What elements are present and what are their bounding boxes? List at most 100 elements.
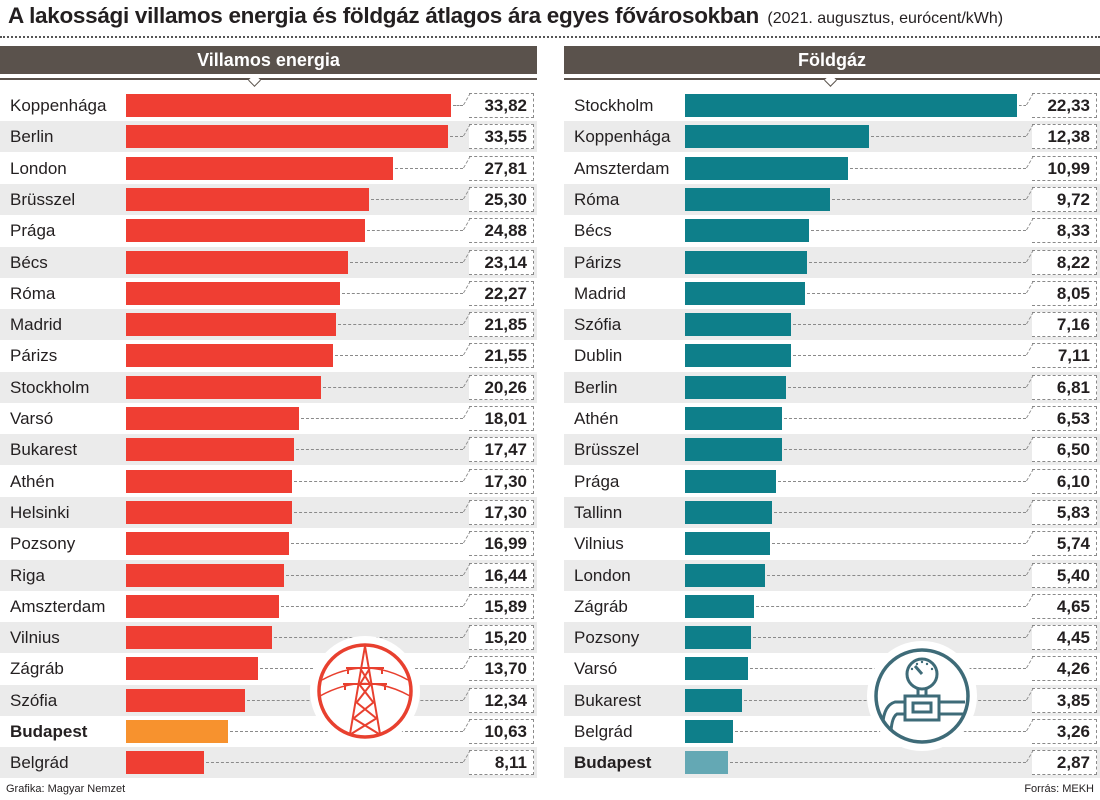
value-box: 8,22 — [1032, 249, 1097, 275]
leader-line — [285, 574, 463, 576]
leader-line — [871, 136, 1026, 138]
city-label: Szófia — [10, 690, 58, 710]
leader-line — [753, 637, 1026, 639]
gas-row: Bécs 8,33 — [564, 215, 1100, 246]
city-label: Stockholm — [574, 96, 654, 115]
city-label: Vilnius — [10, 628, 60, 648]
leader-line — [301, 418, 463, 419]
value-label: 17,30 — [484, 502, 527, 522]
electricity-row: Bécs 23,14 — [0, 246, 537, 278]
bar — [685, 563, 766, 587]
bar — [126, 187, 370, 211]
value-box: 8,11 — [469, 750, 534, 776]
city-label: Riga — [10, 565, 45, 585]
panel-notch-icon — [248, 74, 261, 87]
city-label: Madrid — [10, 315, 62, 335]
value-box: 33,55 — [469, 124, 534, 150]
value-box: 17,30 — [469, 499, 534, 525]
value-label: 17,30 — [484, 471, 527, 491]
gas-row: Athén 6,53 — [564, 403, 1100, 434]
city-label: Stockholm — [10, 377, 90, 397]
leader-line — [767, 574, 1026, 576]
leader-line — [322, 386, 463, 388]
value-box: 5,74 — [1032, 531, 1097, 557]
bar — [126, 469, 293, 493]
bar — [685, 532, 771, 556]
value-box: 15,89 — [469, 593, 534, 619]
value-label: 8,33 — [1056, 221, 1090, 241]
value-box: 33,82 — [469, 93, 534, 118]
value-label: 13,70 — [484, 659, 527, 679]
value-label: 22,33 — [1047, 96, 1090, 115]
city-label: Párizs — [10, 346, 58, 366]
gas-row: Zágráb 4,65 — [564, 591, 1100, 622]
value-label: 17,47 — [484, 440, 527, 460]
city-label: London — [574, 565, 631, 585]
gas-row: Belgrád 3,26 — [564, 716, 1100, 747]
bar — [685, 438, 782, 462]
value-label: 24,88 — [484, 221, 527, 241]
value-box: 22,33 — [1032, 93, 1097, 118]
value-box: 4,65 — [1032, 593, 1097, 619]
city-label: Berlin — [10, 127, 54, 147]
value-label: 23,14 — [484, 252, 527, 272]
bar — [126, 156, 394, 180]
leader-line — [450, 136, 463, 138]
gas-row: Amszterdam 10,99 — [564, 153, 1100, 184]
bar — [685, 375, 787, 399]
chart-subtitle: (2021. augusztus, eurócent/kWh) — [767, 10, 1004, 27]
bar — [126, 594, 279, 618]
gas-row: Madrid 8,05 — [564, 278, 1100, 309]
value-label: 25,30 — [484, 189, 527, 209]
value-label: 10,99 — [1047, 158, 1090, 178]
value-label: 8,22 — [1056, 252, 1090, 272]
value-box: 2,87 — [1032, 750, 1097, 776]
city-label: Szófia — [574, 315, 622, 335]
bar — [685, 94, 1017, 117]
gas-row: Berlin 6,81 — [564, 371, 1100, 403]
bar — [126, 281, 340, 305]
leader-line — [784, 418, 1026, 419]
leader-line — [395, 167, 463, 169]
electricity-row: Róma 22,27 — [0, 278, 537, 309]
city-label: Prága — [574, 471, 620, 491]
value-box: 3,85 — [1032, 687, 1097, 713]
value-label: 3,26 — [1056, 722, 1090, 741]
electricity-row: Madrid 21,85 — [0, 309, 537, 341]
city-label: Pozsony — [574, 628, 640, 648]
value-label: 9,72 — [1056, 189, 1090, 209]
highlight-bar — [685, 751, 728, 775]
value-box: 6,50 — [1032, 437, 1097, 463]
electricity-row: Stockholm 20,26 — [0, 371, 537, 403]
city-label: Koppenhága — [574, 127, 671, 147]
city-label: Zágráb — [10, 659, 64, 679]
value-box: 10,99 — [1032, 155, 1097, 181]
gas-row: Dublin 7,11 — [564, 340, 1100, 371]
bar — [126, 125, 449, 149]
city-label: Prága — [10, 221, 56, 241]
city-label: Belgrád — [574, 722, 633, 741]
leader-line — [371, 198, 463, 200]
highlight-bar — [126, 720, 229, 743]
value-box: 8,33 — [1032, 218, 1097, 244]
gas-row: Brüsszel 6,50 — [564, 434, 1100, 466]
value-box: 10,63 — [469, 719, 534, 744]
chart-title: A lakossági villamos energia és földgáz … — [8, 3, 759, 28]
panel-notch-icon — [824, 74, 837, 87]
bar — [126, 375, 321, 399]
city-label: Amszterdam — [10, 596, 106, 616]
gas-row: Párizs 8,22 — [564, 246, 1100, 278]
electricity-row: Budapest 10,63 — [0, 716, 537, 747]
leader-line — [280, 605, 463, 607]
value-label: 3,85 — [1056, 690, 1090, 710]
value-label: 5,74 — [1056, 534, 1090, 554]
city-label: Dublin — [574, 346, 623, 366]
value-box: 4,26 — [1032, 656, 1097, 682]
bar — [685, 469, 776, 493]
leader-line — [756, 605, 1026, 607]
value-box: 5,83 — [1032, 499, 1097, 525]
bar — [126, 344, 334, 368]
leader-line — [772, 543, 1026, 545]
value-label: 7,16 — [1056, 315, 1090, 335]
bar — [126, 563, 284, 587]
